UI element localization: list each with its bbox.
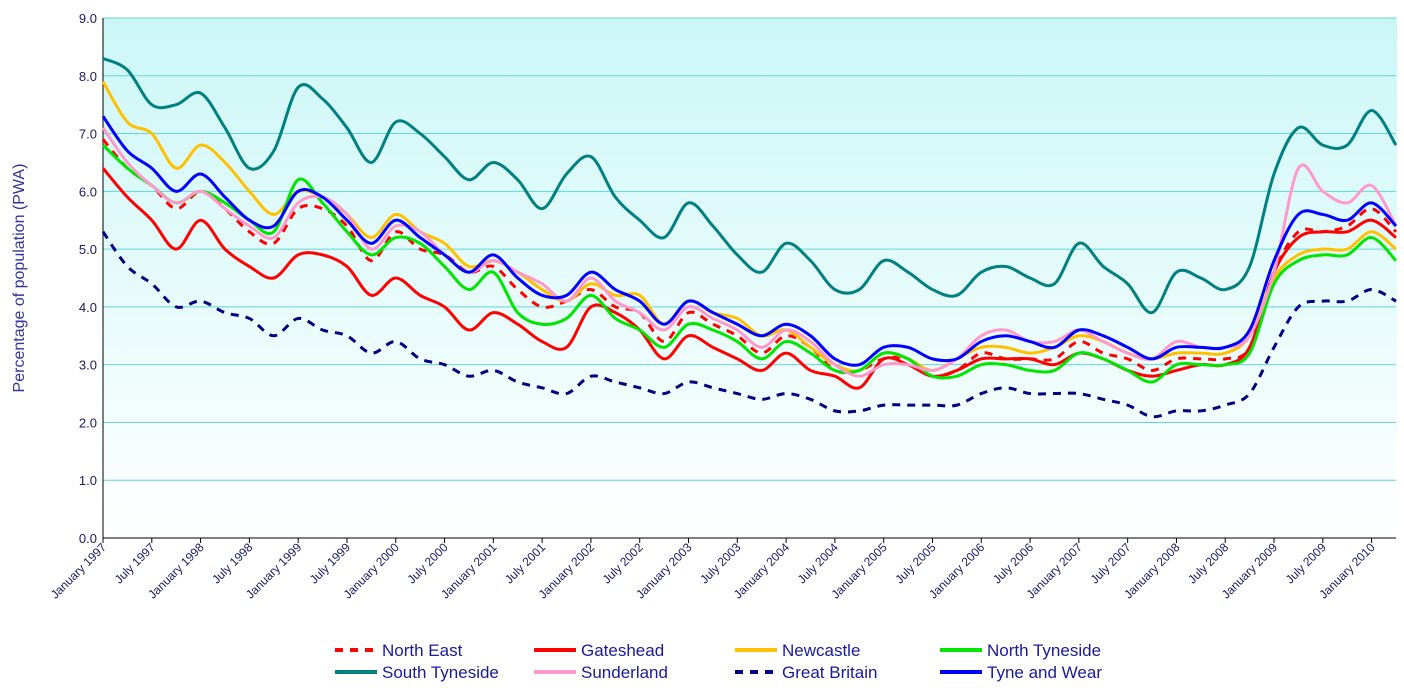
legend-label: North Tyneside (987, 641, 1101, 660)
plot-area (103, 18, 1397, 538)
x-tick-label: January 1997 (48, 540, 110, 602)
y-tick-label: 7.0 (79, 127, 97, 142)
series-line (101, 115, 1398, 367)
x-tick-label: July 1998 (209, 540, 255, 586)
series-line (102, 57, 1398, 315)
series-line (101, 167, 1397, 390)
legend-label: Great Britain (782, 663, 877, 682)
x-tick-label: July 2008 (1185, 540, 1231, 586)
legend-label: Newcastle (782, 641, 860, 660)
y-tick-label: 6.0 (79, 184, 97, 199)
y-tick-label: 8.0 (79, 69, 97, 84)
x-tick-label: July 2006 (990, 540, 1036, 586)
x-tick-label: July 1999 (307, 540, 353, 586)
y-tick-label: 4.0 (79, 300, 97, 315)
x-tick-label: July 2007 (1088, 540, 1134, 586)
legend-label: South Tyneside (382, 663, 499, 682)
series-line (101, 138, 1398, 379)
x-tick-label: July 2001 (502, 540, 548, 586)
x-tick-label: July 2002 (600, 540, 646, 586)
legend-label: North East (382, 641, 463, 660)
x-tick-label: July 2009 (1283, 540, 1329, 586)
x-tick-label: July 1997 (112, 540, 158, 586)
legend-label: Sunderland (581, 663, 668, 682)
x-tick-label: July 2000 (404, 540, 450, 586)
y-axis-label: Percentage of population (PWA) (11, 164, 28, 393)
series-line (101, 230, 1397, 419)
x-tick-label: July 2005 (892, 540, 938, 586)
y-tick-label: 3.0 (79, 358, 97, 373)
x-tick-label: July 2004 (795, 540, 841, 586)
y-tick-label: 9.0 (79, 11, 97, 26)
series-line (101, 144, 1398, 384)
y-tick-label: 1.0 (79, 473, 97, 488)
legend-label: Gateshead (581, 641, 664, 660)
y-tick-label: 0.0 (79, 531, 97, 546)
x-tick-label: July 2003 (697, 540, 743, 586)
legend-label: Tyne and Wear (987, 663, 1102, 682)
y-tick-label: 5.0 (79, 242, 97, 257)
y-tick-label: 2.0 (79, 415, 97, 430)
